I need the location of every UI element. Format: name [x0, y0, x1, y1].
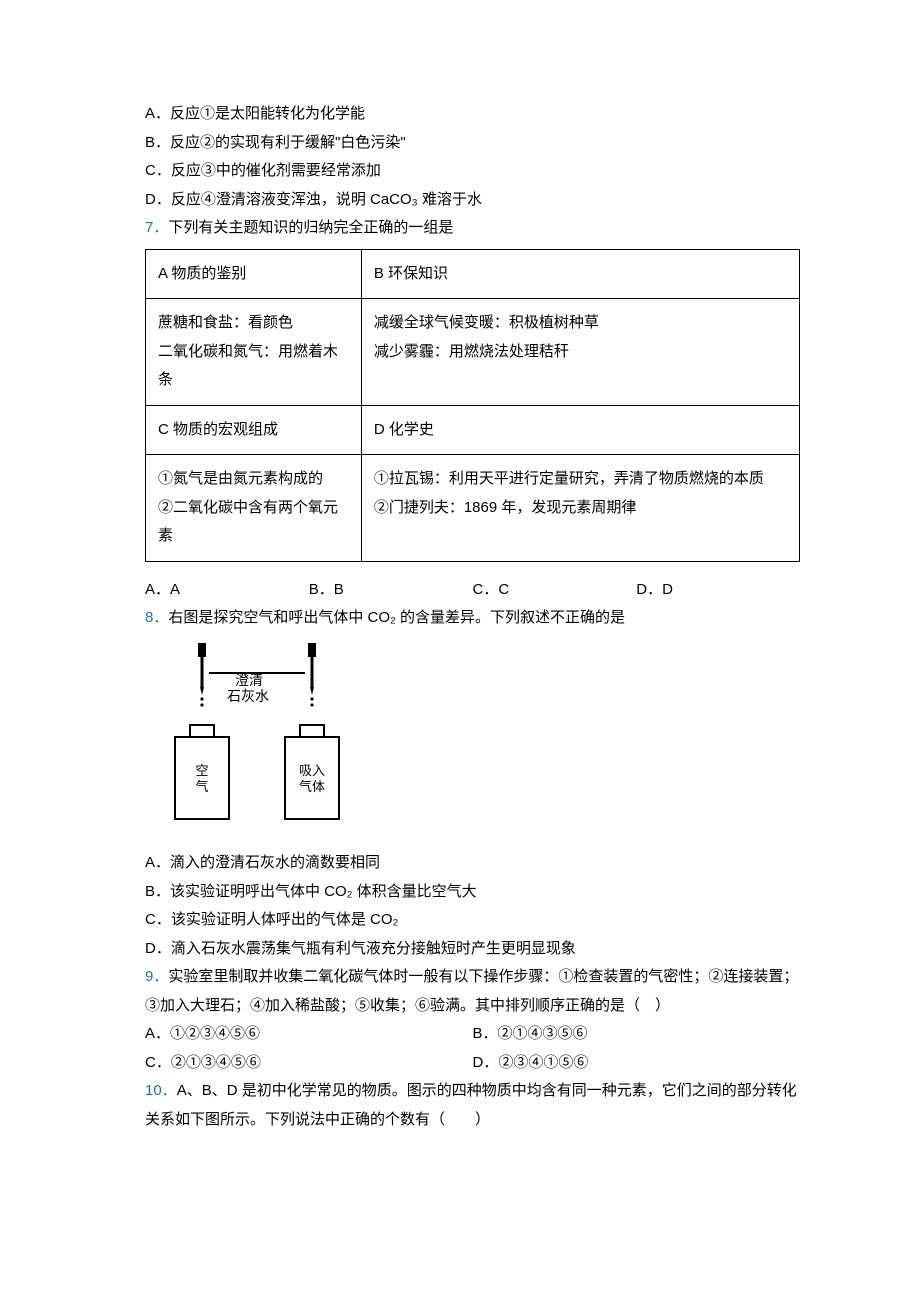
q9-stem: 实验室里制取并收集二氧化碳气体时一般有以下操作步骤：①检查装置的气密性；②连接装… — [145, 968, 798, 1014]
q7-cell-c-body: ①氮气是由氮元素构成的 ②二氧化碳中含有两个氧元素 — [146, 455, 362, 562]
q7-table: A 物质的鉴别 B 环保知识 蔗糖和食盐：看颜色 二氧化碳和氮气：用燃着木条 减… — [145, 249, 800, 562]
q8-opt-d: D．滴入石灰水震荡集气瓶有利气液充分接触短时产生更明显现象 — [145, 935, 800, 964]
q8-figure: 澄清 石灰水 空 气 吸入 气体 — [157, 643, 800, 844]
q7-cell-a-body: 蔗糖和食盐：看颜色 二氧化碳和氮气：用燃着木条 — [146, 299, 362, 406]
q9-opt-a: A．①②③④⑤⑥ — [145, 1020, 473, 1049]
q7-cell-d-head: D 化学史 — [361, 405, 799, 455]
q9-number: 9． — [145, 968, 168, 985]
q8-opt-c: C．该实验证明人体呼出的气体是 CO₂ — [145, 906, 800, 935]
q8-fig-label-2: 石灰水 — [227, 688, 269, 704]
q7-number: 7． — [145, 219, 168, 236]
q9-options: A．①②③④⑤⑥ B．②①④③⑤⑥ C．②①③④⑤⑥ D．②③④①⑤⑥ — [145, 1020, 800, 1077]
q10-stem-line: 10．A、B、D 是初中化学常见的物质。图示的四种物质中均含有同一种元素，它们之… — [145, 1077, 800, 1134]
q7-options: A．A B．B C．C D．D — [145, 576, 800, 605]
q10-number: 10． — [145, 1082, 177, 1099]
q9-opt-c: C．②①③④⑤⑥ — [145, 1049, 473, 1078]
q8-number: 8． — [145, 609, 168, 626]
q8-apparatus-svg: 澄清 石灰水 空 气 吸入 气体 — [157, 643, 377, 833]
q8-bottle1-l2: 气 — [195, 779, 208, 794]
q8-fig-label-1: 澄清 — [235, 672, 263, 688]
q7-opt-d: D．D — [636, 576, 800, 605]
prev-opt-a: A．反应①是太阳能转化为化学能 — [145, 100, 800, 129]
q7-opt-b: B．B — [309, 576, 473, 605]
q7-cell-b-body: 减缓全球气候变暖：积极植树种草 减少雾霾：用燃烧法处理秸秆 — [361, 299, 799, 406]
q8-opt-a: A．滴入的澄清石灰水的滴数要相同 — [145, 849, 800, 878]
q8-bottle2-l2: 气体 — [299, 779, 325, 794]
q8-bottle1-l1: 空 — [195, 763, 208, 778]
q7-opt-c: C．C — [473, 576, 637, 605]
q8-bottle2-l1: 吸入 — [299, 763, 325, 778]
q7-opt-a: A．A — [145, 576, 309, 605]
prev-opt-b: B．反应②的实现有利于缓解"白色污染" — [145, 129, 800, 158]
q7-cell-d-body: ①拉瓦锡：利用天平进行定量研究，弄清了物质燃烧的本质 ②门捷列夫：1869 年，… — [361, 455, 799, 562]
q8-stem: 右图是探究空气和呼出气体中 CO₂ 的含量差异。下列叙述不正确的是 — [168, 609, 625, 626]
q7-cell-c-head: C 物质的宏观组成 — [146, 405, 362, 455]
q9-opt-d: D．②③④①⑤⑥ — [473, 1049, 801, 1078]
q7-cell-b-head: B 环保知识 — [361, 249, 799, 299]
q7-stem-line: 7．下列有关主题知识的归纳完全正确的一组是 — [145, 214, 800, 243]
q7-stem: 下列有关主题知识的归纳完全正确的一组是 — [168, 219, 453, 236]
q9-opt-b: B．②①④③⑤⑥ — [473, 1020, 801, 1049]
q8-opt-b: B．该实验证明呼出气体中 CO₂ 体积含量比空气大 — [145, 878, 800, 907]
q10-stem: A、B、D 是初中化学常见的物质。图示的四种物质中均含有同一种元素，它们之间的部… — [145, 1082, 797, 1128]
q8-stem-line: 8．右图是探究空气和呼出气体中 CO₂ 的含量差异。下列叙述不正确的是 — [145, 604, 800, 633]
prev-opt-d: D．反应④澄清溶液变浑浊，说明 CaCO₃ 难溶于水 — [145, 186, 800, 215]
q9-stem-line: 9．实验室里制取并收集二氧化碳气体时一般有以下操作步骤：①检查装置的气密性；②连… — [145, 963, 800, 1020]
q7-cell-a-head: A 物质的鉴别 — [146, 249, 362, 299]
prev-opt-c: C．反应③中的催化剂需要经常添加 — [145, 157, 800, 186]
